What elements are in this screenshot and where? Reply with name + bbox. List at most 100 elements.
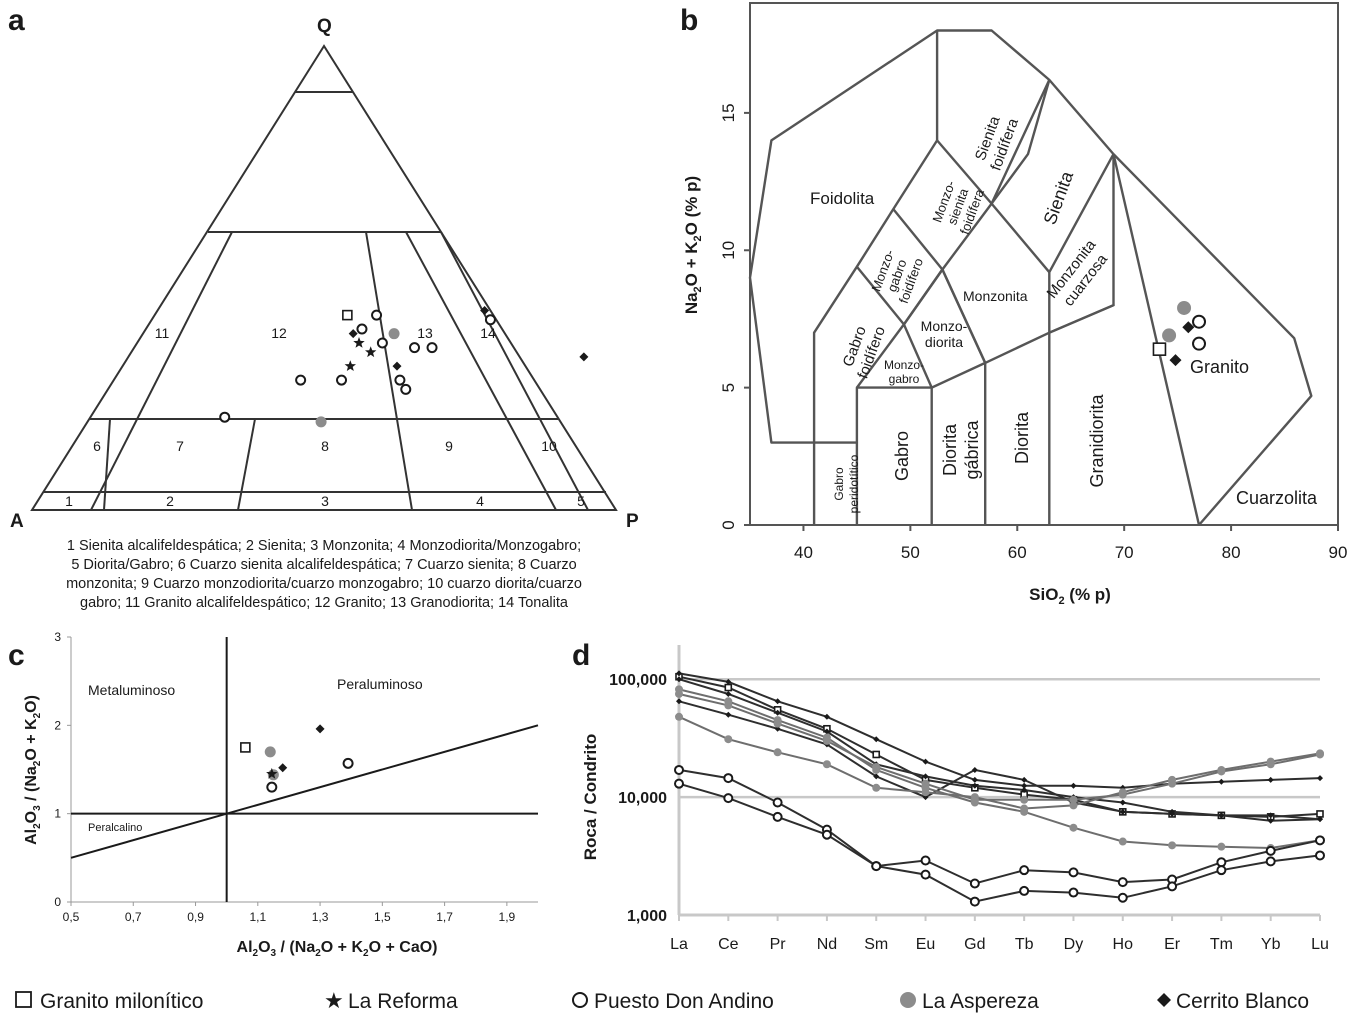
legend-label-la-aspereza: La Aspereza bbox=[922, 990, 1039, 1013]
ree-point-6-Lu bbox=[1316, 750, 1324, 759]
ternary-radial-tonalite bbox=[440, 231, 589, 511]
legend-label-cerrito-blanco: Cerrito Blanco bbox=[1176, 990, 1309, 1013]
ternary-outline bbox=[30, 44, 618, 511]
tas-point-granito-milonitico-0 bbox=[1152, 342, 1167, 356]
ree-point-6-Tm bbox=[1217, 767, 1226, 776]
tas-field-diorita-gabrica: Diorita gábrica bbox=[940, 419, 982, 479]
panel-letter-c: c bbox=[8, 639, 25, 672]
shand-y-tick-label-3: 3 bbox=[54, 630, 61, 644]
tas-field-sienita-foidifera: Sienitafoidífera bbox=[971, 109, 1023, 173]
tas-x-tick-label-60: 60 bbox=[1008, 543, 1027, 562]
tas-point-puesto-don-andino-5 bbox=[1192, 314, 1207, 329]
ree-point-7-Ho bbox=[1117, 877, 1128, 888]
panel-a-ternary: a Q A P 1 2 3 4 5 6 7 8 bbox=[8, 4, 639, 611]
ree-point-0-Ce bbox=[724, 683, 733, 692]
shand-boundary-diagonal bbox=[70, 724, 539, 859]
tas-field-gabro-peridotitico: Gabroperidotítico bbox=[832, 454, 861, 513]
ree-point-3-Yb bbox=[1267, 817, 1274, 824]
ree-point-8-Ce bbox=[723, 793, 734, 804]
ternary-radial-65 bbox=[237, 418, 256, 511]
tas-point-cerrito-blanco-4 bbox=[1169, 354, 1182, 367]
ree-series-line-3 bbox=[678, 700, 1321, 822]
ree-point-8-Er bbox=[1167, 881, 1178, 892]
ree-y-axis-title: Roca / Condrito bbox=[581, 734, 600, 861]
panel-c-shand: c 0,5 0,7 0,9 1,1 1,3 1,5 1,7 1,9 0 1 2 3 Metalumin… bbox=[8, 630, 539, 959]
panel-d-ree: d 1,000 10,000 100,000 La Ce Pr Nd Sm Eu Gd Tb Dy Ho… bbox=[572, 639, 1329, 953]
ree-point-1-Gd bbox=[971, 776, 978, 783]
panel-letter-d: d bbox=[572, 639, 590, 672]
ree-point-6-La bbox=[675, 689, 683, 698]
ree-point-1-Pr bbox=[774, 698, 781, 705]
field-label-14: 14 bbox=[480, 325, 496, 341]
tas-point-cerrito-blanco-3 bbox=[1182, 321, 1195, 334]
legend-label-la-reforma: La Reforma bbox=[348, 990, 458, 1013]
ree-series bbox=[674, 670, 1325, 907]
ree-point-6-Er bbox=[1168, 779, 1177, 788]
ree-point-3-La bbox=[676, 698, 682, 705]
caption-line-3: monzonita; 9 Cuarzo monzodiorita/cuarzo … bbox=[66, 576, 582, 592]
tas-x-tick-label-50: 50 bbox=[901, 543, 920, 562]
shand-point-cerrito-blanco-5 bbox=[315, 724, 325, 734]
ree-point-2-Tb bbox=[1021, 786, 1028, 793]
panel-letter-b: b bbox=[680, 4, 698, 37]
ree-point-8-Pr bbox=[772, 811, 783, 822]
ree-point-6-Nd bbox=[822, 736, 831, 745]
ree-point-8-Eu bbox=[920, 869, 931, 880]
ree-point-3-Tm bbox=[1218, 812, 1225, 819]
legend-label-puesto-don-andino: Puesto Don Andino bbox=[594, 990, 774, 1013]
ree-point-8-Ho bbox=[1117, 892, 1128, 903]
ree-point-5-La bbox=[675, 712, 683, 721]
shand-region-peraluminoso: Peraluminoso bbox=[337, 676, 423, 692]
ree-x-tick-label-Yb: Yb bbox=[1261, 936, 1281, 953]
ree-point-6-Dy bbox=[1069, 795, 1078, 804]
ternary-point-cerrito-blanco-20 bbox=[579, 352, 589, 362]
tas-x-tick-label-40: 40 bbox=[794, 543, 813, 562]
shand-y-axis-title: Al2O3 / (Na2O + K2O) bbox=[23, 695, 43, 845]
shand-x-tick-label-4: 1,3 bbox=[312, 910, 329, 924]
ternary-point-la-reforma-2 bbox=[365, 346, 377, 358]
tas-field-boundary-2 bbox=[1112, 153, 1201, 526]
ree-series-line-6 bbox=[678, 693, 1321, 801]
ree-point-3-Tb bbox=[1021, 776, 1028, 783]
tas-field-granito: Granito bbox=[1190, 357, 1249, 377]
ree-point-1-Eu bbox=[922, 758, 929, 765]
ree-x-tick-label-Pr: Pr bbox=[770, 936, 787, 953]
shand-point-puesto-don-andino-6 bbox=[266, 781, 278, 793]
ternary-radial-35 bbox=[103, 418, 111, 511]
ree-y-tick-label-0: 1,000 bbox=[627, 908, 667, 925]
ree-point-4-Tm bbox=[1217, 842, 1226, 851]
ree-point-3-Gd bbox=[971, 766, 978, 773]
ree-point-8-Gd bbox=[969, 896, 980, 907]
ternary-point-puesto-don-andino-5 bbox=[356, 323, 368, 335]
field-label-13: 13 bbox=[417, 325, 433, 341]
ree-point-2-La bbox=[676, 676, 682, 683]
shand-y-tick-label-1: 1 bbox=[54, 807, 61, 821]
shand-y-tick-label-2: 2 bbox=[54, 718, 61, 732]
ree-point-7-Yb bbox=[1265, 845, 1276, 856]
ternary-points bbox=[219, 305, 589, 428]
ternary-point-la-aspereza-15 bbox=[388, 328, 400, 340]
ree-x-tick-label-Eu: Eu bbox=[916, 936, 936, 953]
ree-point-5-Sm bbox=[872, 783, 881, 792]
vertex-p: P bbox=[626, 511, 639, 532]
tas-field-diorita: Diorita bbox=[1012, 411, 1032, 464]
tas-field-boundary-0 bbox=[748, 29, 1115, 444]
ree-x-tick-label-Sm: Sm bbox=[864, 936, 888, 953]
ree-series-line-1 bbox=[678, 672, 1321, 789]
vertex-q: Q bbox=[317, 16, 332, 37]
ree-point-1-Tm bbox=[1218, 778, 1225, 785]
tas-x-tick-label-90: 90 bbox=[1329, 543, 1348, 562]
legend-marker-la-aspereza bbox=[900, 992, 916, 1008]
ree-point-8-Yb bbox=[1265, 856, 1276, 867]
ree-point-5-Nd bbox=[822, 760, 831, 769]
ree-x-tick-label-Lu: Lu bbox=[1311, 936, 1329, 953]
ree-point-4-Er bbox=[1168, 841, 1177, 850]
ree-point-5-Ce bbox=[724, 735, 733, 744]
tas-field-gabro-foidifero: Gabrofoidífero bbox=[838, 318, 889, 381]
ree-point-2-Yb bbox=[1267, 812, 1274, 819]
ree-point-1-Tb bbox=[1021, 782, 1028, 789]
tas-y-tick-label-15: 15 bbox=[719, 103, 738, 122]
shand-point-la-aspereza-1 bbox=[264, 746, 276, 758]
tas-field-monzogabro: Monzo-gabro bbox=[884, 358, 924, 386]
ternary-point-puesto-don-andino-7 bbox=[409, 342, 421, 354]
